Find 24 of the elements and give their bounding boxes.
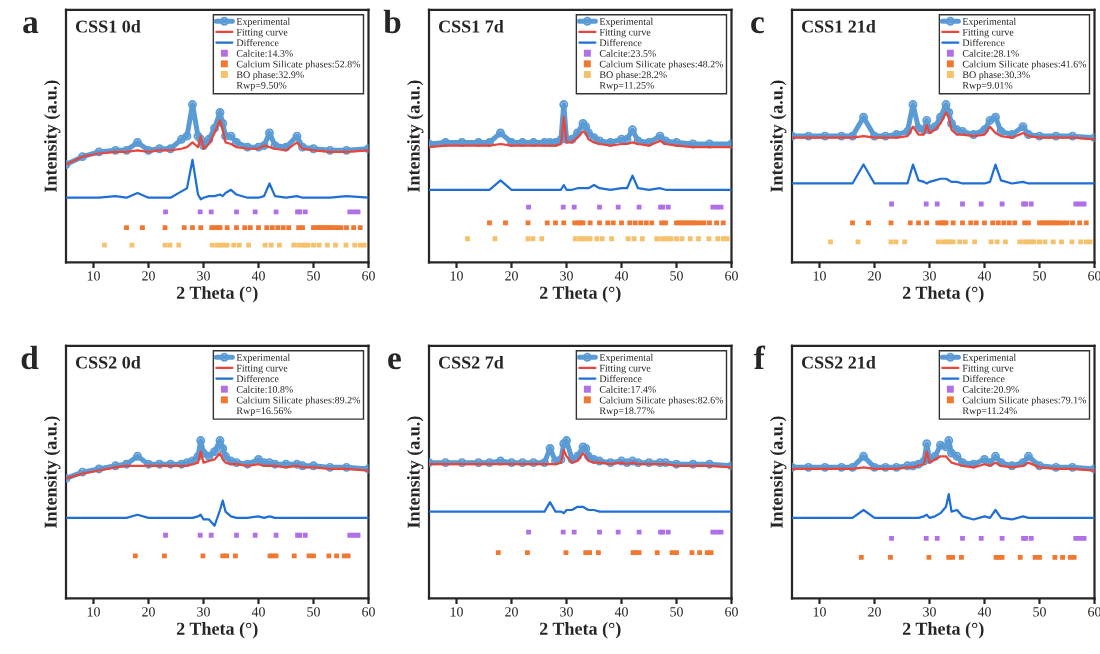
y-axis-title: Intensity (a.u.) <box>407 416 424 528</box>
chart-title: CSS2 21d <box>801 355 876 369</box>
y-axis-title: Intensity (a.u.) <box>407 80 424 192</box>
chart-title: CSS1 0d <box>75 19 141 33</box>
chart-title: CSS1 7d <box>438 19 504 33</box>
chart-title: CSS2 0d <box>75 355 141 369</box>
text: d <box>21 345 39 370</box>
text: c <box>751 17 764 34</box>
x-axis-title: 2 Theta (°) <box>176 622 258 639</box>
chart-title: CSS1 21d <box>801 19 876 33</box>
x-axis-title: 2 Theta (°) <box>539 286 621 303</box>
x-axis-title: 2 Theta (°) <box>176 286 258 303</box>
text: a <box>23 17 39 34</box>
x-axis-title: 2 Theta (°) <box>902 622 984 639</box>
x-axis-title: 2 Theta (°) <box>539 622 621 639</box>
y-axis-title: Intensity (a.u.) <box>44 416 61 528</box>
y-axis-title: Intensity (a.u.) <box>44 80 61 192</box>
x-axis-title: 2 Theta (°) <box>902 286 984 303</box>
text: f <box>753 345 766 369</box>
text: e <box>388 353 401 370</box>
text: b <box>383 9 401 34</box>
y-axis-title: Intensity (a.u.) <box>770 80 787 192</box>
y-axis-title: Intensity (a.u.) <box>770 416 787 528</box>
chart-title: CSS2 7d <box>438 355 504 369</box>
